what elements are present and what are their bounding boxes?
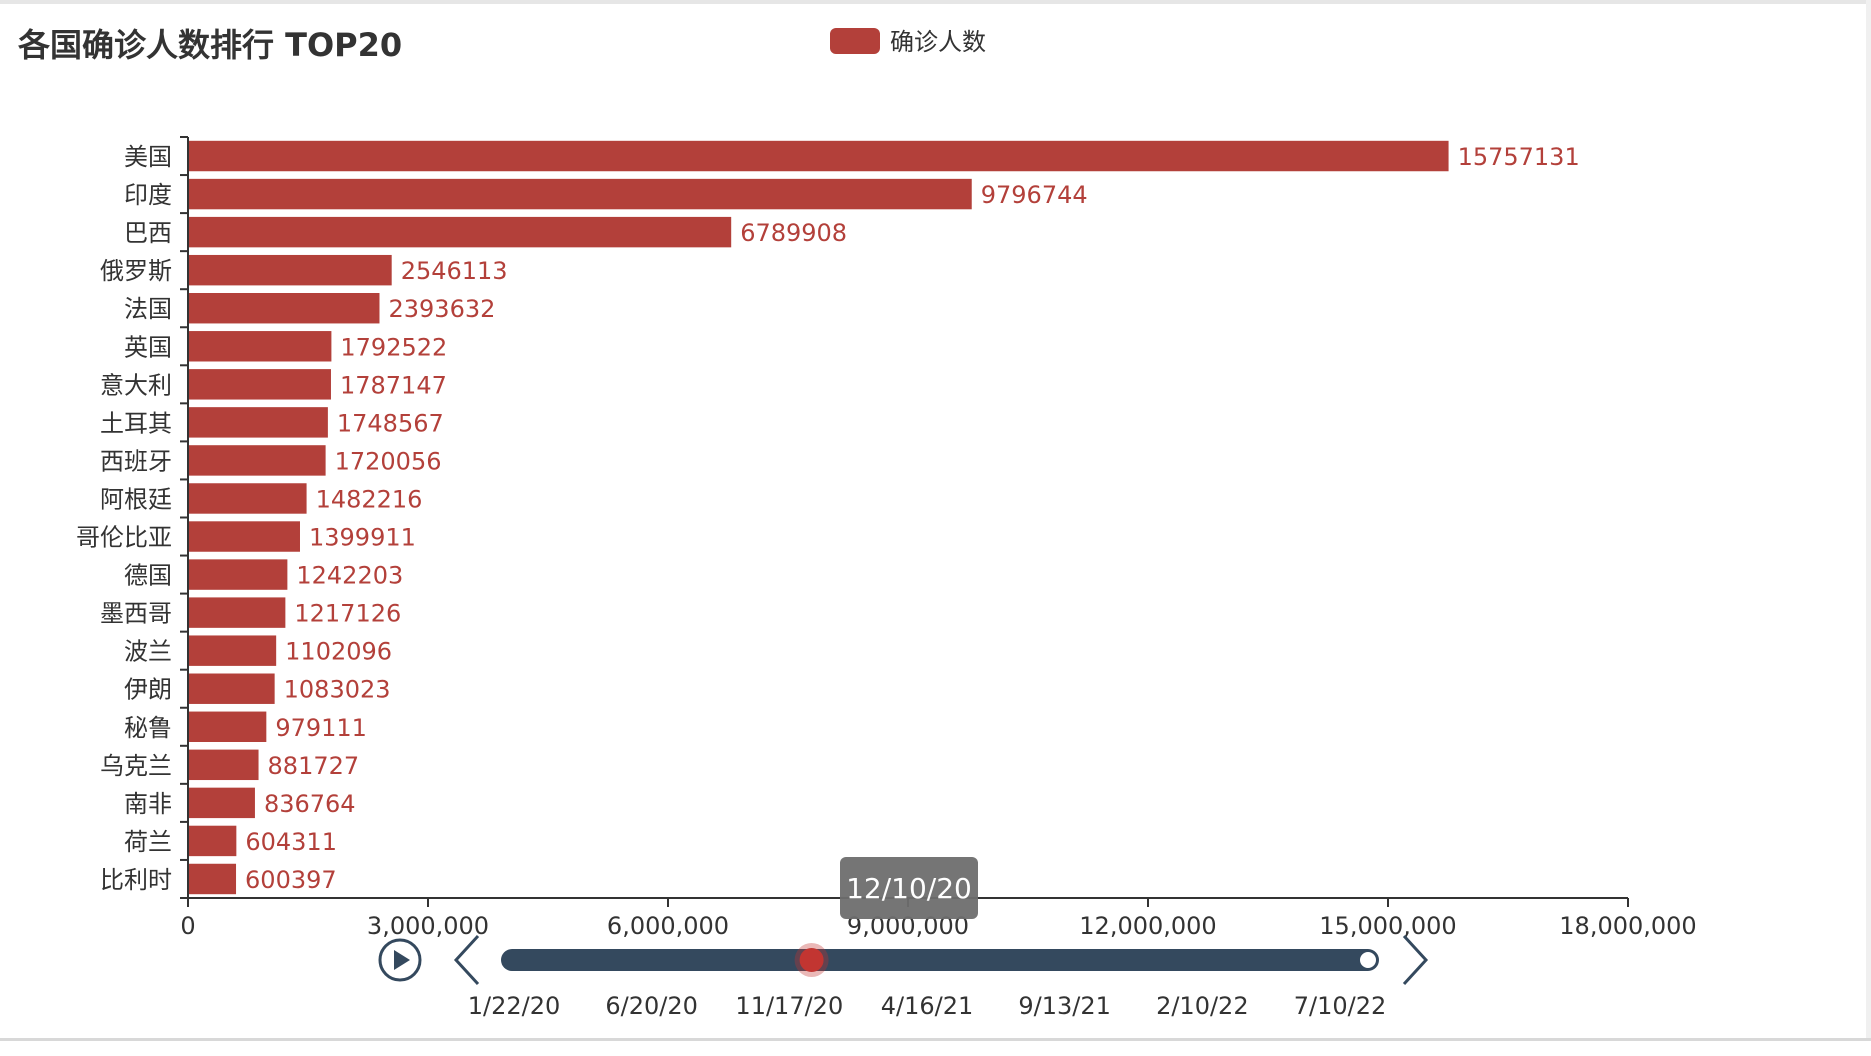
legend[interactable]: 确诊人数 [830,28,986,56]
y-tick-label: 巴西 [124,219,172,247]
y-tick-label: 法国 [124,295,172,323]
y-tick-label: 秘鲁 [124,714,172,742]
bar[interactable] [188,407,328,438]
bar-value-label: 881727 [268,752,360,780]
bar-value-label: 1242203 [296,562,403,590]
bar[interactable] [188,825,237,857]
y-tick-label: 阿根廷 [100,485,172,513]
bar-value-label: 1217126 [294,600,401,628]
bar[interactable] [188,597,286,628]
chart-title: 各国确诊人数排行 TOP20 [18,26,402,64]
bar[interactable] [188,787,255,819]
bar-value-label: 1083023 [284,676,391,704]
timeline-current-handle[interactable] [799,948,824,972]
bar-value-label: 6789908 [740,219,847,247]
x-tick-label: 15,000,000 [1319,912,1456,940]
bar-value-label: 1792522 [340,333,447,361]
bar-value-label: 2393632 [388,295,495,323]
legend-swatch[interactable] [830,28,880,54]
bar-value-label: 1482216 [316,485,423,513]
timeline-tooltip: 12/10/20 [840,857,978,919]
y-tick-label: 哥伦比亚 [76,524,172,552]
y-tick-label: 西班牙 [100,447,172,475]
bar[interactable] [188,369,331,400]
timeline-tick-label[interactable]: 1/22/20 [468,992,561,1020]
bar[interactable] [188,673,275,704]
bar[interactable] [188,331,332,362]
bar[interactable] [188,521,300,552]
bar-value-label: 1720056 [335,447,442,475]
bar-value-label: 836764 [264,790,356,818]
bar-value-label: 15757131 [1458,143,1580,171]
y-axis: 美国印度巴西俄罗斯法国英国意大利土耳其西班牙阿根廷哥伦比亚德国墨西哥波兰伊朗秘鲁… [76,136,189,899]
y-tick-label: 乌克兰 [100,752,172,780]
bar-value-label: 979111 [275,714,367,742]
y-tick-label: 墨西哥 [100,600,172,628]
bar-value-label: 600397 [245,866,337,894]
bar[interactable] [188,293,380,324]
y-tick-label: 德国 [124,562,172,590]
timeline: 1/22/20 6/20/20 11/17/20 4/16/21 9/13/21 2/10… [378,934,1429,1020]
bar[interactable] [188,254,392,286]
bar[interactable] [188,483,307,514]
x-tick-label: 18,000,000 [1559,912,1696,940]
y-tick-label: 波兰 [124,638,172,666]
x-tick-label: 12,000,000 [1079,912,1216,940]
y-tick-label: 南非 [124,790,172,818]
tooltip-box [840,857,978,919]
bar-value-label: 1102096 [285,638,392,666]
bars-layer [188,140,1449,895]
bar[interactable] [188,140,1449,172]
chevron-left-icon[interactable] [453,934,480,986]
x-tick-label: 3,000,000 [367,912,489,940]
bar[interactable] [188,216,732,248]
bottom-border [0,1038,1871,1041]
bar-value-label: 2546113 [401,257,508,285]
chevron-right-icon[interactable] [1402,934,1429,986]
right-border [1866,0,1871,1040]
tooltip-date: 12/10/20 [846,872,972,905]
timeline-track[interactable] [501,943,1379,977]
bar-value-label: 1787147 [340,371,447,399]
y-tick-label: 美国 [124,143,172,171]
y-tick-label: 土耳其 [100,409,172,437]
bar[interactable] [188,635,277,666]
bar-value-label: 9796744 [981,181,1088,209]
bar[interactable] [188,711,267,742]
bar[interactable] [188,559,288,590]
timeline-end-handle[interactable] [1358,950,1378,970]
bar[interactable] [188,178,972,210]
timeline-tick-label[interactable]: 4/16/21 [881,992,974,1020]
y-tick-label: 印度 [124,181,172,209]
timeline-tick-label[interactable]: 2/10/22 [1156,992,1249,1020]
value-labels-layer: 15757131 9796744 6789908 2546113 2393632 1792… [245,143,1580,894]
bar[interactable] [188,445,326,476]
timeline-tick-label[interactable]: 6/20/20 [605,992,698,1020]
timeline-labels: 1/22/20 6/20/20 11/17/20 4/16/21 9/13/21 2/10… [468,992,1387,1020]
y-tick-label: 俄罗斯 [100,257,172,285]
y-tick-label: 比利时 [100,866,172,894]
bar[interactable] [188,749,259,781]
y-tick-label: 意大利 [100,371,172,399]
legend-label[interactable]: 确诊人数 [890,28,986,56]
y-tick-label: 伊朗 [124,676,172,704]
bar-value-label: 604311 [245,828,337,856]
timeline-tick-label[interactable]: 11/17/20 [735,992,843,1020]
timeline-tick-label[interactable]: 9/13/21 [1018,992,1111,1020]
bar[interactable] [188,863,237,895]
play-button[interactable] [378,938,422,982]
bar-value-label: 1748567 [337,409,444,437]
y-tick-label: 荷兰 [124,828,172,856]
bar-value-label: 1399911 [309,524,416,552]
x-tick-label: 6,000,000 [607,912,729,940]
timeline-tick-label[interactable]: 7/10/22 [1294,992,1387,1020]
top-border [0,0,1871,4]
x-tick-label: 0 [180,912,195,940]
play-icon[interactable] [394,950,410,970]
y-tick-label: 英国 [124,333,172,361]
